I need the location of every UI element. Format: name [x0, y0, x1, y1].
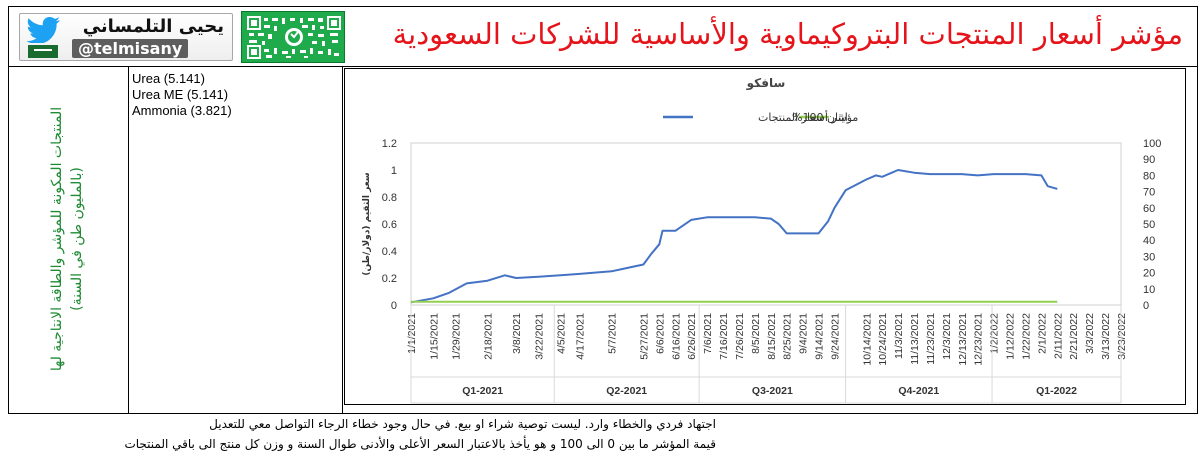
x-tick-label: 5/7/2021 [607, 313, 619, 354]
x-tick-label: 11/13/2021 [909, 313, 921, 365]
x-tick-label: 11/3/2021 [893, 313, 905, 359]
x-tick-label: 2/1/2022 [1036, 313, 1048, 354]
x-tick-label: 8/25/2021 [782, 313, 794, 360]
brand-handle: @telmisany [72, 39, 189, 58]
x-tick-label: 1/2/2022 [989, 313, 1001, 354]
product-item: Urea (5.141) [132, 71, 205, 86]
y-left-tick-label: 0.2 [382, 273, 397, 285]
twitter-bird-icon [26, 17, 60, 43]
y-left-tick-label: 0.6 [382, 219, 397, 231]
x-tick-label: 9/14/2021 [814, 313, 826, 360]
x-tick-label: 1/29/2021 [451, 313, 463, 360]
x-tick-label: 1/22/2022 [1020, 313, 1032, 360]
y-left-tick-label: 0.8 [382, 192, 397, 204]
product-list: Urea (5.141) Urea ME (5.141) Ammonia (3.… [129, 71, 232, 119]
x-tick-label: 3/13/2022 [1100, 313, 1112, 360]
x-tick-label: 6/26/2021 [686, 313, 698, 360]
x-tick-label: 10/24/2021 [877, 313, 889, 366]
quarter-label: Q1-2022 [1036, 385, 1077, 397]
page-title: مؤشر أسعار المنتجات البتروكيماوية والأسا… [392, 17, 1183, 51]
legend-label-index: مؤشر أسعار المنتجات [758, 110, 858, 124]
x-tick-label: 1/12/2022 [1005, 313, 1017, 360]
x-tick-label: 2/18/2021 [482, 313, 494, 360]
x-tick-label: 3/8/2021 [511, 313, 523, 354]
line-chart: سافكو ايثان 100%مؤشر أسعار المنتجات 0 0.2 0.… [362, 76, 1161, 404]
legend-label-yanbu: ايثان 100% [792, 111, 848, 124]
product-item: Urea ME (5.141) [132, 87, 229, 102]
products-panel: Urea (5.141) Urea ME (5.141) Ammonia (3.… [129, 67, 343, 413]
product-item: Ammonia (3.821) [132, 103, 232, 118]
y-left-tick-label: 0.4 [382, 246, 397, 258]
series-line-index [410, 169, 1058, 304]
y-right-tick-label: 40 [1143, 235, 1155, 247]
x-tick-label: 1/15/2021 [428, 313, 440, 360]
y-right-tick-label: 70 [1143, 187, 1155, 199]
x-tick-label: 12/23/2021 [973, 313, 985, 366]
y-left-tick-label: 1.2 [382, 138, 397, 150]
y-right-tick-label: 100 [1143, 138, 1161, 150]
x-tick-label: 6/16/2021 [670, 313, 682, 360]
y-right-tick-label: 10 [1143, 284, 1155, 296]
plot-frame [410, 142, 1122, 306]
x-tick-label: 3/3/2022 [1084, 313, 1096, 354]
x-tick-label: 3/22/2021 [533, 313, 545, 360]
x-tick-label: 2/21/2022 [1068, 313, 1080, 360]
brand-card[interactable]: يحيى التلمساني @telmisany [19, 13, 233, 61]
y-axis-title: سعر الثقيم (دولار/طن) [362, 172, 372, 275]
x-tick-label: 5/27/2021 [638, 313, 650, 360]
report-frame: يحيى التلمساني @telmisany [8, 6, 1198, 414]
x-tick-label: 1/1/2021 [406, 313, 418, 354]
saudi-flag-icon [28, 45, 58, 58]
quarter-label: Q2-2021 [606, 385, 647, 397]
quarter-label: Q3-2021 [752, 385, 793, 397]
chart-title: سافكو [746, 76, 786, 91]
x-tick-label: 7/16/2021 [718, 313, 730, 360]
qr-code[interactable] [241, 11, 345, 63]
x-tick-label: 6/6/2021 [654, 313, 666, 354]
quarter-label: Q4-2021 [898, 385, 939, 397]
x-tick-label: 8/15/2021 [766, 313, 778, 360]
y-right-tick-label: 80 [1143, 170, 1155, 182]
header: يحيى التلمساني @telmisany [9, 7, 1197, 67]
brand-name: يحيى التلمساني [82, 16, 224, 37]
disclaimer-text: اجتهاد فردي والخطاء وارد. ليست توصية شرا… [209, 417, 716, 431]
index-note-text: قيمة المؤشر ما بين 0 الى 100 و هو يأخذ ب… [124, 437, 716, 451]
x-tick-label: 12/3/2021 [941, 313, 953, 360]
x-tick-label: 3/23/2022 [1116, 313, 1128, 360]
x-tick-label: 10/14/2021 [861, 313, 873, 366]
left-panel: المنتجات المكونة للمؤشر والطاقة الانتاجي… [9, 67, 129, 413]
x-tick-label: 12/13/2021 [957, 313, 969, 366]
quarter-label: Q1-2021 [462, 385, 503, 397]
vertical-caption: المنتجات المكونة للمؤشر والطاقة الانتاجي… [49, 106, 85, 372]
qr-code-icon [247, 16, 341, 59]
y-right-tick-label: 20 [1143, 268, 1155, 280]
y-left-tick-label: 0 [391, 300, 397, 312]
x-tick-label: 11/23/2021 [925, 313, 937, 365]
x-tick-label: 4/5/2021 [556, 313, 568, 354]
y-right-tick-label: 0 [1143, 300, 1149, 312]
x-tick-label: 9/24/2021 [829, 313, 841, 360]
y-right-tick-label: 50 [1143, 219, 1155, 231]
x-tick-label: 4/17/2021 [575, 313, 587, 360]
x-tick-label: 9/4/2021 [798, 313, 810, 354]
y-right-tick-label: 90 [1143, 154, 1155, 166]
y-right-tick-label: 30 [1143, 251, 1155, 263]
chart-panel: سافكو ايثان 100% مؤشر أسعار المنتجات 0 0.2 0.… [344, 68, 1186, 405]
x-tick-label: 2/11/2022 [1052, 313, 1064, 359]
y-left-tick-label: 1 [391, 165, 397, 177]
x-tick-label: 8/5/2021 [750, 313, 762, 354]
x-tick-label: 7/26/2021 [734, 313, 746, 360]
y-right-tick-label: 60 [1143, 203, 1155, 215]
x-tick-label: 7/6/2021 [702, 313, 714, 354]
